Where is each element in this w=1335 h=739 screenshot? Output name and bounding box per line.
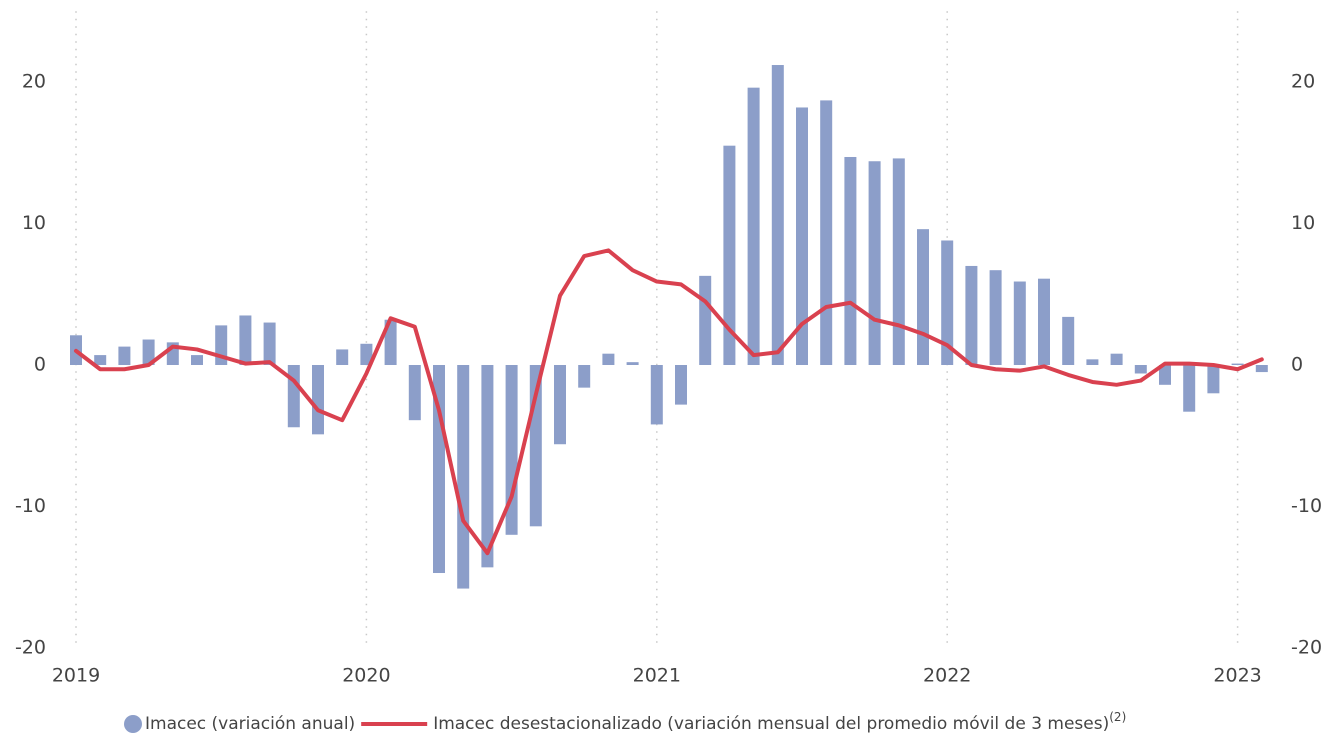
bar: [554, 365, 566, 445]
bar: [457, 365, 470, 589]
y-tick-label: -10: [15, 495, 46, 517]
bar: [892, 158, 905, 365]
bar: [796, 107, 808, 365]
bar: [1013, 281, 1026, 365]
bar: [1086, 359, 1099, 365]
bar: [1183, 365, 1196, 412]
bar: [675, 365, 687, 405]
bar: [118, 346, 131, 365]
x-tick-label: 2022: [923, 665, 971, 687]
bar: [844, 156, 857, 365]
y-tick-label: -20: [15, 637, 46, 659]
legend-marker: [124, 715, 142, 733]
bar: [191, 355, 203, 365]
bar: [384, 319, 397, 365]
bar: [820, 100, 833, 366]
bar: [626, 362, 639, 365]
bar: [1062, 316, 1075, 365]
bar: [989, 270, 1002, 365]
bar: [917, 229, 929, 365]
x-tick-label: 2019: [52, 665, 100, 687]
bar: [1110, 353, 1123, 365]
bar: [1255, 365, 1268, 373]
bar: [941, 240, 954, 365]
bar: [650, 365, 663, 425]
bar: [771, 65, 784, 366]
bar: [336, 349, 349, 365]
bar: [505, 365, 518, 535]
line: [74, 248, 1264, 556]
bar: [747, 87, 760, 365]
bar: [1038, 278, 1050, 365]
y-tick-label: 20: [22, 71, 46, 93]
bar: [142, 339, 155, 365]
legend-name: Imacec desestacionalizado (variación men…: [433, 714, 1109, 734]
bar: [723, 145, 736, 365]
y2-tick-label: 0: [1291, 354, 1303, 376]
x-tick-label: 2021: [633, 665, 681, 687]
y2-tick-label: 10: [1291, 212, 1315, 234]
legend-note: (2): [1109, 710, 1126, 724]
bar: [1159, 365, 1171, 385]
legend-label: Imacec desestacionalizado (variación men…: [433, 710, 1126, 735]
bar: [868, 161, 881, 365]
bar: [408, 365, 421, 421]
y-tick-label: 0: [34, 354, 46, 376]
bar: [312, 365, 324, 435]
y2-tick-label: -10: [1291, 495, 1322, 517]
legend-label: Imacec (variación anual): [145, 714, 355, 734]
bar: [1134, 365, 1147, 374]
bar: [1207, 365, 1220, 394]
legend-name: Imacec (variación anual): [145, 714, 355, 734]
bar: [965, 265, 978, 365]
x-tick-label: 2020: [342, 665, 390, 687]
bar: [287, 365, 300, 428]
bar: [360, 343, 373, 365]
x-tick-label: 2023: [1213, 665, 1261, 687]
bar: [1231, 363, 1244, 365]
bar: [94, 355, 107, 365]
bar: [699, 275, 712, 365]
bar: [602, 353, 615, 365]
bar: [239, 315, 252, 365]
bar: [481, 365, 494, 568]
legend: Imacec (variación anual) Imacec desestaci…: [124, 710, 1126, 735]
y2-tick-label: -20: [1291, 637, 1322, 659]
bar: [578, 365, 591, 388]
bar: [263, 322, 276, 365]
y-tick-label: 10: [22, 212, 46, 234]
y2-tick-label: 20: [1291, 71, 1315, 93]
